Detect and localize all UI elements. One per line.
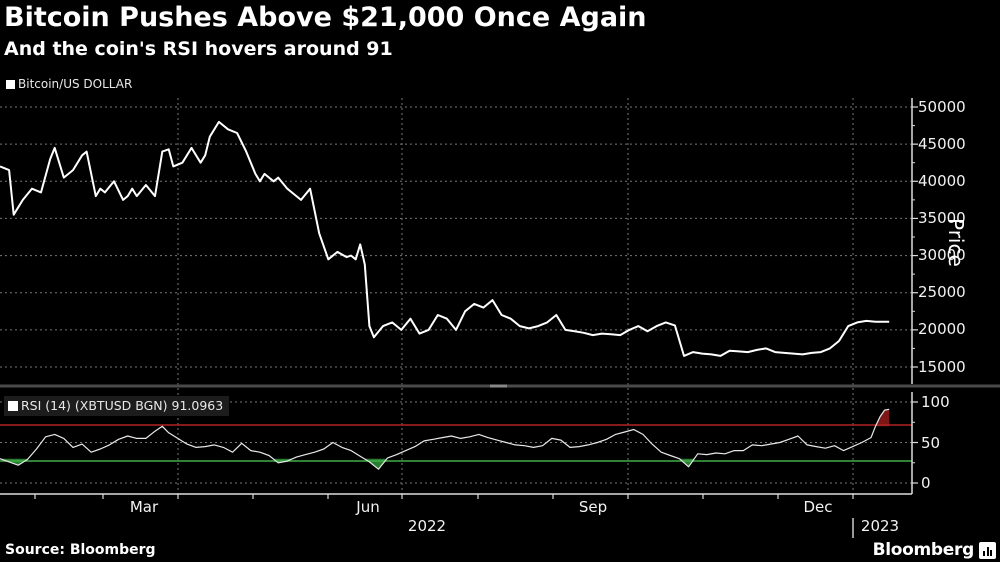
rsi-y-tick: 0 xyxy=(921,474,931,492)
rsi-legend: RSI (14) (XBTUSD BGN) 91.0963 xyxy=(4,396,230,416)
price-line xyxy=(0,120,890,357)
rsi-legend-label: RSI (14) (XBTUSD BGN) 91.0963 xyxy=(21,398,224,413)
price-y-tick: 25000 xyxy=(918,283,966,301)
price-y-tick: 35000 xyxy=(918,209,966,227)
x-tick-sep: Sep xyxy=(578,498,608,516)
rsi-threshold-fills xyxy=(0,409,890,470)
chart-subtitle: And the coin's RSI hovers around 91 xyxy=(4,38,393,60)
rsi-line xyxy=(0,408,890,470)
chart-title: Bitcoin Pushes Above $21,000 Once Again xyxy=(4,2,647,33)
price-y-tick: 50000 xyxy=(918,98,966,116)
axis-ticks xyxy=(34,106,918,499)
price-y-tick: 20000 xyxy=(918,320,966,338)
x-tick-jun: Jun xyxy=(356,498,380,516)
legend-swatch-icon xyxy=(8,400,18,411)
panel-resize-handle[interactable] xyxy=(490,384,507,388)
price-legend-label: Bitcoin/US DOLLAR xyxy=(18,77,133,91)
rsi-y-tick: 50 xyxy=(921,434,941,452)
bloomberg-chart-icon xyxy=(979,542,996,559)
x-year-2022: 2022 xyxy=(407,517,447,535)
price-y-tick: 30000 xyxy=(918,246,966,264)
rsi-y-tick: 100 xyxy=(921,393,950,411)
price-y-tick: 40000 xyxy=(918,172,966,190)
source-note: Source: Bloomberg xyxy=(5,542,156,558)
gridlines xyxy=(0,98,912,494)
price-legend: Bitcoin/US DOLLAR xyxy=(6,77,132,91)
price-y-tick: 45000 xyxy=(918,135,966,153)
x-tick-mar: Mar xyxy=(129,498,159,516)
x-tick-dec: Dec xyxy=(803,498,833,516)
price-y-tick: 15000 xyxy=(918,358,966,376)
bloomberg-logo: Bloomberg xyxy=(872,540,975,560)
x-year-2023: 2023 xyxy=(860,517,900,535)
price-axis-label: Price xyxy=(944,218,968,267)
legend-swatch-icon xyxy=(6,79,15,89)
